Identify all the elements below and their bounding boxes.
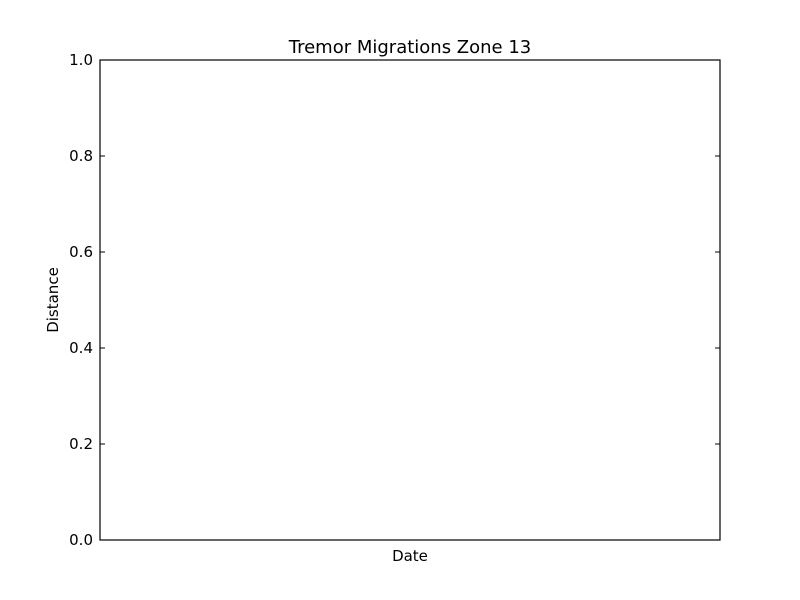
y-tick-label: 0.4	[69, 339, 93, 357]
y-tick-label: 1.0	[69, 51, 93, 69]
plot-area	[99, 59, 721, 541]
y-tick-label: 0.8	[69, 147, 93, 165]
y-tick-label: 0.0	[69, 531, 93, 549]
y-tick-label: 0.2	[69, 435, 93, 453]
chart-title: Tremor Migrations Zone 13	[288, 37, 532, 58]
y-tick-label: 0.6	[69, 243, 93, 261]
y-axis-label: Distance	[44, 267, 62, 333]
x-axis-label: Date	[392, 547, 428, 565]
y-axis-ticks: 0.0 0.2 0.4 0.6 0.8 1.0	[69, 51, 720, 549]
